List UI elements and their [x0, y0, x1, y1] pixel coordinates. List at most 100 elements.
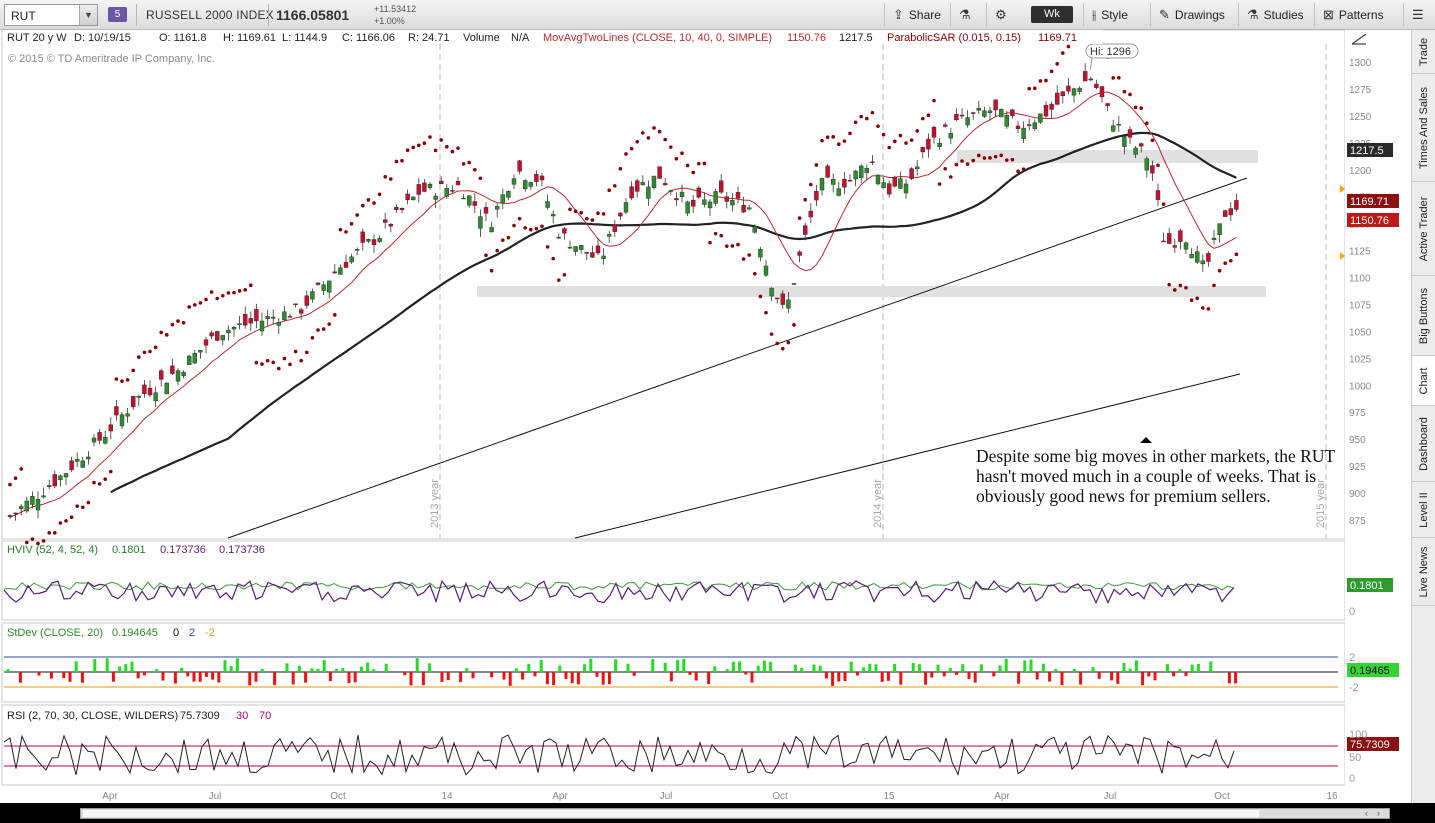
rsi-pane[interactable] [1, 704, 1346, 786]
candle[interactable] [853, 169, 858, 187]
candle[interactable] [1133, 146, 1138, 159]
candle[interactable] [1015, 121, 1021, 133]
candle[interactable] [394, 204, 399, 213]
rsi-line[interactable] [3, 734, 1235, 777]
candle[interactable] [153, 386, 158, 407]
candle[interactable] [489, 222, 494, 233]
candle[interactable] [825, 163, 830, 178]
candle[interactable] [903, 178, 909, 199]
candle[interactable] [125, 407, 130, 423]
candle[interactable] [1183, 241, 1189, 254]
candle[interactable] [646, 180, 651, 206]
candle[interactable] [86, 451, 91, 465]
candle[interactable] [657, 166, 662, 179]
candle[interactable] [1155, 183, 1161, 207]
candle[interactable] [332, 263, 337, 274]
candle[interactable] [539, 172, 545, 187]
candle[interactable] [377, 235, 382, 243]
candle[interactable] [752, 224, 757, 234]
candle[interactable] [668, 189, 673, 196]
menu-button[interactable]: ☰ [1403, 3, 1435, 27]
tab-dashboard[interactable]: Dashboard [1412, 406, 1435, 482]
candle[interactable] [926, 133, 931, 158]
candle[interactable] [422, 179, 427, 193]
stdev-pane[interactable] [1, 622, 1346, 703]
candle[interactable] [635, 178, 640, 198]
candle[interactable] [551, 210, 556, 224]
candle[interactable] [1122, 135, 1127, 155]
candle[interactable] [931, 125, 937, 144]
candle[interactable] [573, 246, 578, 256]
candle[interactable] [1088, 76, 1094, 82]
candle[interactable] [506, 190, 511, 201]
candle[interactable] [444, 184, 449, 200]
resistance-zone[interactable] [957, 150, 1258, 163]
candle[interactable] [1116, 115, 1122, 132]
candle[interactable] [864, 164, 869, 181]
candle[interactable] [1049, 101, 1054, 118]
candle[interactable] [30, 491, 35, 509]
candle[interactable] [1066, 78, 1071, 95]
trendline-upper[interactable] [227, 177, 1248, 539]
candle[interactable] [209, 330, 214, 340]
scrollbar-thumb[interactable] [83, 810, 1259, 817]
candle[interactable] [1021, 121, 1026, 144]
candle[interactable] [254, 303, 259, 329]
tab-active-trader[interactable]: Active Trader [1412, 182, 1435, 276]
candle[interactable] [730, 193, 735, 212]
candle[interactable] [411, 196, 416, 201]
candle[interactable] [1071, 87, 1077, 103]
candle[interactable] [198, 350, 203, 359]
candlestick-series[interactable] [7, 63, 1239, 521]
candle[interactable] [472, 193, 477, 214]
candle[interactable] [237, 315, 242, 330]
hviv-pane[interactable] [1, 540, 1346, 621]
candle[interactable] [478, 209, 483, 237]
candle[interactable] [623, 197, 629, 215]
candle[interactable] [1010, 108, 1015, 119]
candle[interactable] [495, 203, 500, 218]
candle[interactable] [327, 280, 332, 299]
candle[interactable] [534, 170, 539, 187]
candle[interactable] [663, 178, 668, 186]
candle[interactable] [640, 175, 645, 186]
candle[interactable] [74, 452, 80, 468]
candle[interactable] [371, 234, 377, 254]
tab-live-news[interactable]: Live News [1412, 538, 1435, 606]
candle[interactable] [366, 238, 371, 244]
candle[interactable] [993, 99, 998, 118]
candle[interactable] [1189, 248, 1194, 259]
candle[interactable] [293, 303, 298, 308]
candle[interactable] [1200, 254, 1206, 272]
candle[interactable] [674, 192, 679, 206]
candle[interactable] [343, 254, 349, 268]
candle[interactable] [741, 196, 746, 214]
candle[interactable] [1110, 119, 1116, 133]
candle[interactable] [881, 177, 886, 189]
candle[interactable] [517, 160, 522, 175]
hviv-hv-line[interactable] [3, 581, 1235, 591]
candle[interactable] [427, 181, 433, 190]
candle[interactable] [1178, 228, 1183, 250]
support-zone[interactable] [477, 286, 1266, 297]
chart-annotation-note[interactable]: Despite some big moves in other markets,… [976, 446, 1335, 506]
scroll-right-icon[interactable]: › [1377, 808, 1380, 818]
share-button[interactable]: ⇪ Share [884, 3, 941, 27]
candle[interactable] [119, 411, 125, 430]
symbol-dropdown-icon[interactable]: ▼ [79, 5, 97, 25]
candle[interactable] [467, 194, 472, 208]
candle[interactable] [763, 260, 769, 277]
candle[interactable] [500, 188, 505, 210]
hviv-iv-line[interactable] [3, 579, 1235, 605]
candle[interactable] [909, 167, 914, 181]
candle[interactable] [388, 222, 393, 233]
candle[interactable] [1026, 118, 1032, 131]
candle[interactable] [399, 207, 405, 214]
candle[interactable] [1206, 251, 1211, 267]
ma10-line[interactable] [9, 91, 1237, 518]
candle[interactable] [836, 181, 841, 197]
candle[interactable] [987, 106, 993, 121]
candle[interactable] [349, 253, 354, 265]
candle[interactable] [607, 231, 612, 244]
candle[interactable] [1038, 113, 1043, 125]
